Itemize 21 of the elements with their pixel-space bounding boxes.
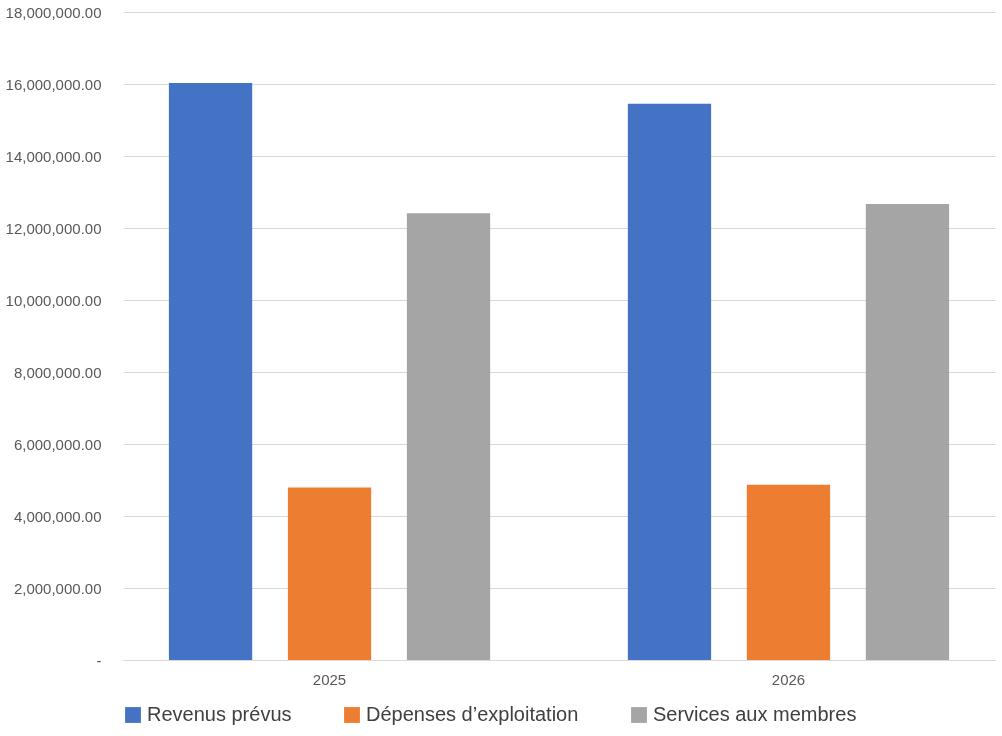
legend-label: Services aux membres [653,703,857,725]
bar [627,103,712,660]
y-tick-label: 2,000,000.00 [13,579,102,597]
legend-label: Revenus prévus [147,703,292,725]
bar [168,82,253,660]
x-tick-label: 2025 [312,670,347,688]
y-tick-label: 8,000,000.00 [13,363,102,381]
legend-label: Dépenses d’exploitation [366,703,579,725]
bar [746,484,831,660]
bar [406,213,491,660]
y-tick-label: 16,000,000.00 [5,75,102,93]
y-tick-label: 6,000,000.00 [13,435,102,453]
y-tick-label: 10,000,000.00 [5,291,102,309]
bar [287,487,372,660]
y-tick-label: 4,000,000.00 [13,507,102,525]
x-tick-label: 2026 [771,670,806,688]
bar [865,203,950,660]
y-tick-label: 14,000,000.00 [5,147,102,165]
y-tick-label: 18,000,000.00 [5,3,102,21]
y-tick-label: - [96,651,102,669]
y-tick-label: 12,000,000.00 [5,219,102,237]
